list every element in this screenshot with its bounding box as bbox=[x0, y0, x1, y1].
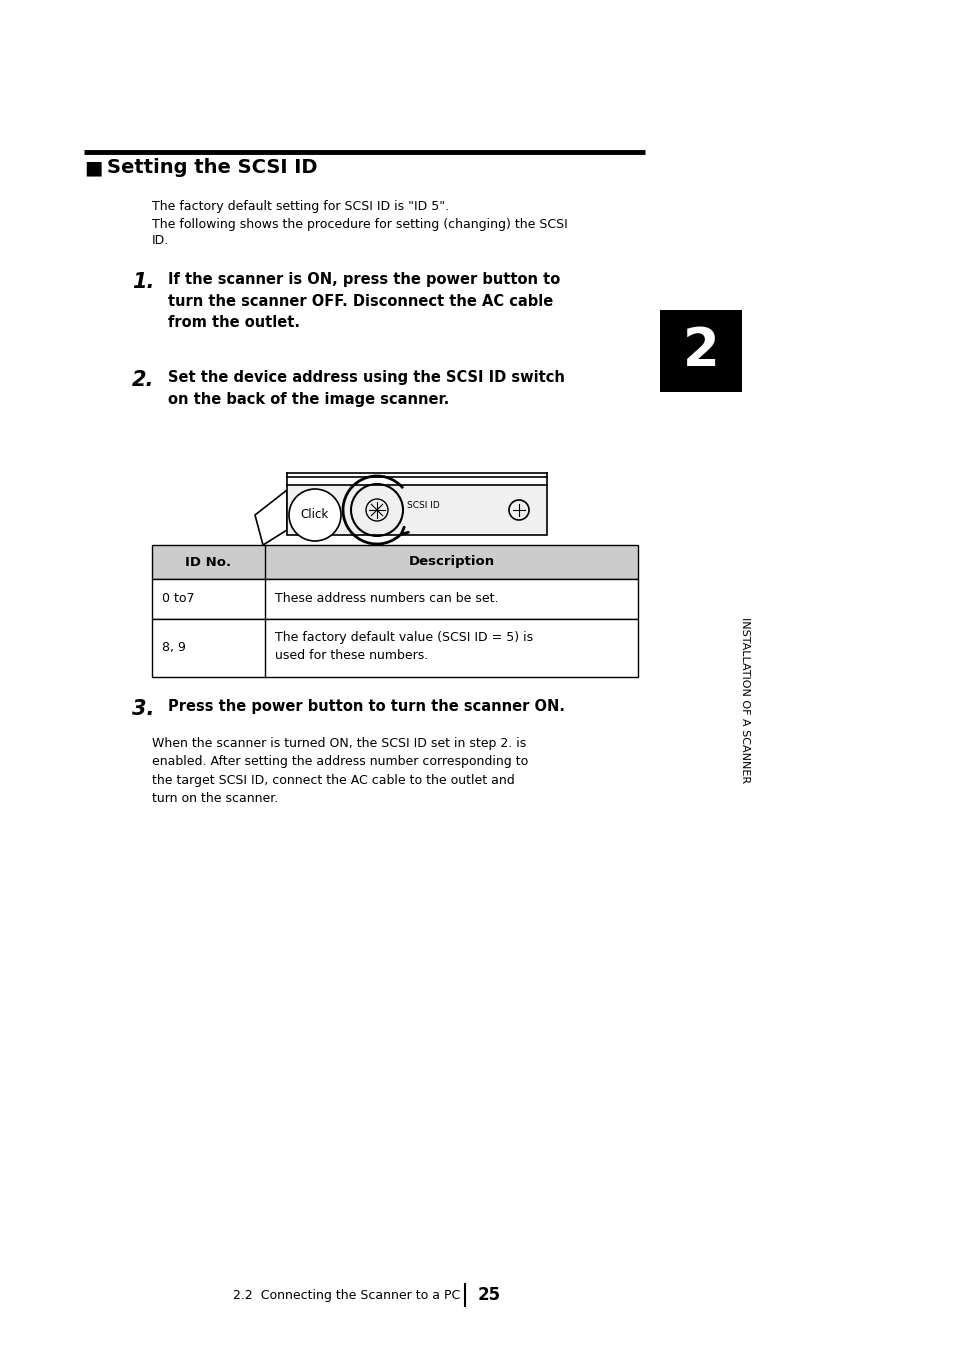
Text: 8, 9: 8, 9 bbox=[162, 642, 186, 654]
Text: 2.2  Connecting the Scanner to a PC: 2.2 Connecting the Scanner to a PC bbox=[233, 1289, 459, 1301]
Text: The following shows the procedure for setting (changing) the SCSI: The following shows the procedure for se… bbox=[152, 218, 567, 231]
Text: 3.: 3. bbox=[132, 698, 154, 719]
Text: 25: 25 bbox=[477, 1286, 500, 1304]
Text: Setting the SCSI ID: Setting the SCSI ID bbox=[107, 158, 317, 177]
Text: Click: Click bbox=[300, 508, 329, 521]
Text: INSTALLATION OF A SCANNER: INSTALLATION OF A SCANNER bbox=[740, 617, 749, 784]
Text: SCSI ID: SCSI ID bbox=[407, 500, 439, 509]
Polygon shape bbox=[254, 490, 287, 544]
Bar bbox=[152, 580, 638, 619]
Bar bbox=[659, 309, 741, 392]
Text: The factory default value (SCSI ID = 5) is
used for these numbers.: The factory default value (SCSI ID = 5) … bbox=[274, 631, 533, 662]
Circle shape bbox=[289, 489, 340, 540]
Text: Description: Description bbox=[408, 555, 494, 569]
Text: 2.: 2. bbox=[132, 370, 154, 390]
Text: ID.: ID. bbox=[152, 234, 169, 247]
Text: 0 to7: 0 to7 bbox=[162, 593, 194, 605]
Text: 1.: 1. bbox=[132, 272, 154, 292]
Bar bbox=[152, 544, 638, 580]
Bar bbox=[287, 485, 546, 535]
Text: Press the power button to turn the scanner ON.: Press the power button to turn the scann… bbox=[168, 698, 564, 713]
Text: 2: 2 bbox=[682, 326, 719, 377]
Text: If the scanner is ON, press the power button to
turn the scanner OFF. Disconnect: If the scanner is ON, press the power bu… bbox=[168, 272, 559, 330]
Bar bbox=[152, 619, 638, 677]
Text: These address numbers can be set.: These address numbers can be set. bbox=[274, 593, 498, 605]
Text: Set the device address using the SCSI ID switch
on the back of the image scanner: Set the device address using the SCSI ID… bbox=[168, 370, 564, 407]
Text: ■: ■ bbox=[84, 158, 102, 177]
Text: The factory default setting for SCSI ID is "ID 5".: The factory default setting for SCSI ID … bbox=[152, 200, 449, 213]
Text: ID No.: ID No. bbox=[185, 555, 232, 569]
Text: When the scanner is turned ON, the SCSI ID set in step 2. is
enabled. After sett: When the scanner is turned ON, the SCSI … bbox=[152, 738, 528, 805]
